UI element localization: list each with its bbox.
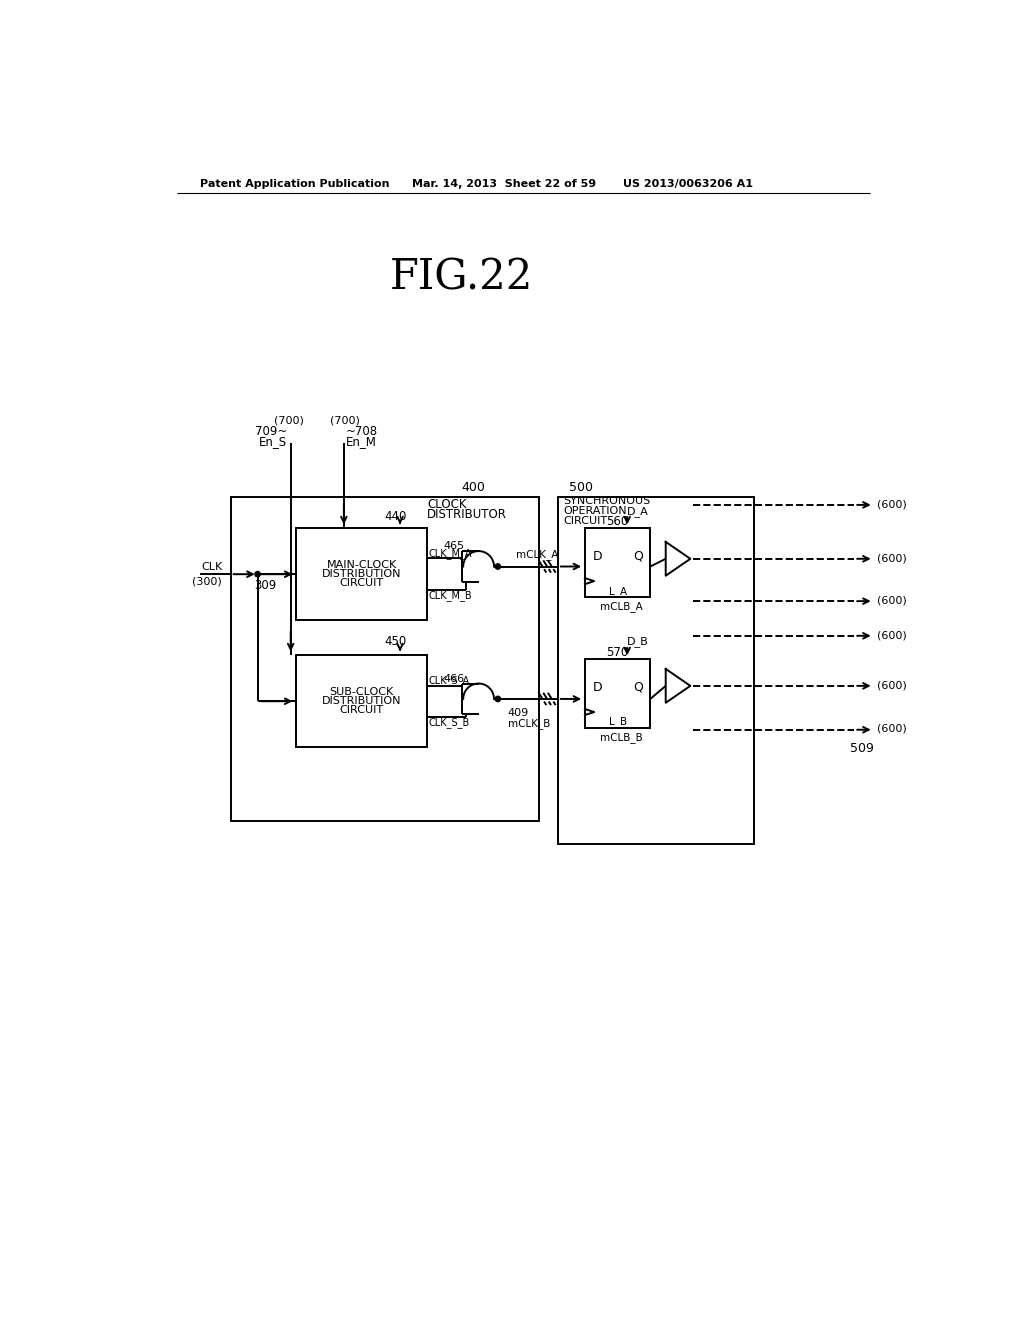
Text: DISTRIBUTOR: DISTRIBUTOR — [427, 508, 507, 520]
Text: mCLB_A: mCLB_A — [600, 601, 643, 612]
Text: (600): (600) — [878, 723, 907, 734]
Text: 709~: 709~ — [255, 425, 287, 438]
Text: 560: 560 — [606, 515, 629, 528]
Text: CLK_S_A: CLK_S_A — [429, 676, 470, 686]
Text: DISTRIBUTION: DISTRIBUTION — [322, 569, 401, 579]
Text: 440: 440 — [385, 510, 407, 523]
Bar — [230, 498, 539, 821]
Text: En_S: En_S — [259, 436, 287, 449]
Text: CIRCUIT: CIRCUIT — [563, 516, 607, 527]
Text: (700): (700) — [274, 416, 304, 425]
Text: (300): (300) — [193, 577, 222, 587]
Text: Q: Q — [633, 550, 643, 564]
Text: CLK_S_B: CLK_S_B — [429, 717, 470, 727]
Text: mCLK_A: mCLK_A — [515, 549, 558, 561]
Circle shape — [496, 696, 501, 702]
Text: 465: 465 — [443, 541, 465, 552]
Text: (600): (600) — [878, 595, 907, 606]
Text: mCLB_B: mCLB_B — [600, 733, 643, 743]
Text: DISTRIBUTION: DISTRIBUTION — [322, 696, 401, 706]
Text: L_A: L_A — [608, 586, 627, 597]
Text: 509: 509 — [850, 742, 874, 755]
Bar — [296, 528, 427, 620]
Text: CLK_M_A: CLK_M_A — [429, 548, 472, 560]
Text: 466: 466 — [443, 675, 465, 684]
Text: 570: 570 — [606, 647, 629, 659]
Bar — [558, 498, 755, 843]
Text: 500: 500 — [569, 482, 594, 495]
Text: Mar. 14, 2013  Sheet 22 of 59: Mar. 14, 2013 Sheet 22 of 59 — [412, 178, 596, 189]
Text: ~708: ~708 — [346, 425, 378, 438]
Text: CIRCUIT: CIRCUIT — [340, 578, 384, 589]
Bar — [296, 655, 427, 747]
Text: D: D — [592, 681, 602, 694]
Text: Patent Application Publication: Patent Application Publication — [200, 178, 389, 189]
Text: MAIN-CLOCK: MAIN-CLOCK — [327, 560, 396, 570]
Text: 450: 450 — [385, 635, 407, 648]
Text: SYNCHRONOUS: SYNCHRONOUS — [563, 496, 650, 506]
Text: L_B: L_B — [608, 717, 627, 727]
Circle shape — [496, 564, 501, 569]
Text: D_B: D_B — [628, 636, 649, 647]
Text: US 2013/0063206 A1: US 2013/0063206 A1 — [624, 178, 754, 189]
Text: 400: 400 — [462, 482, 485, 495]
Text: CLK_M_B: CLK_M_B — [429, 590, 472, 601]
Text: D: D — [592, 550, 602, 564]
Text: FIG.22: FIG.22 — [390, 257, 534, 298]
Text: 409: 409 — [508, 708, 529, 718]
Text: CIRCUIT: CIRCUIT — [340, 705, 384, 715]
Text: 309: 309 — [254, 579, 276, 593]
Text: CLK: CLK — [202, 561, 222, 572]
Text: (700): (700) — [331, 416, 360, 425]
Bar — [585, 659, 650, 729]
Text: SUB-CLOCK: SUB-CLOCK — [330, 686, 393, 697]
Text: OPERATION: OPERATION — [563, 506, 627, 516]
Text: (600): (600) — [878, 680, 907, 690]
Text: CLOCK: CLOCK — [427, 498, 467, 511]
Text: En_M: En_M — [346, 436, 377, 449]
Bar — [585, 528, 650, 598]
Text: (600): (600) — [878, 499, 907, 510]
Text: (600): (600) — [878, 630, 907, 640]
Text: (600): (600) — [878, 553, 907, 564]
Circle shape — [255, 572, 260, 577]
Text: D_A: D_A — [628, 506, 649, 516]
Text: mCLK_B: mCLK_B — [508, 718, 550, 729]
Text: Q: Q — [633, 681, 643, 694]
